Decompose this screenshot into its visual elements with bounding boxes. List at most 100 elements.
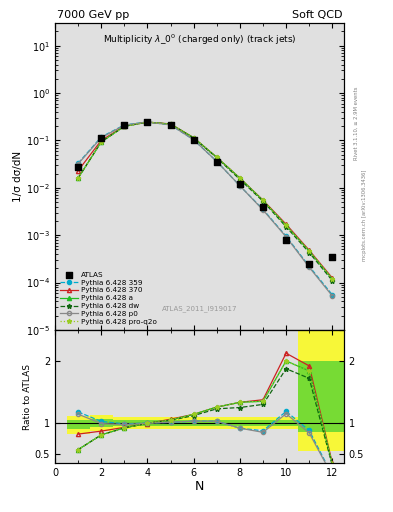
Pythia 6.428 dw <box>284 224 288 230</box>
Pythia 6.428 a <box>307 248 312 254</box>
Pythia 6.428 p0 <box>237 183 242 189</box>
Line: Pythia 6.428 p0: Pythia 6.428 p0 <box>76 120 334 298</box>
Pythia 6.428 dw <box>191 135 196 141</box>
Pythia 6.428 pro-q2o <box>122 123 127 130</box>
Pythia 6.428 359 <box>76 160 81 166</box>
Pythia 6.428 370 <box>215 154 219 160</box>
Pythia 6.428 359 <box>307 263 312 269</box>
Pythia 6.428 359 <box>284 233 288 239</box>
Pythia 6.428 370 <box>330 275 335 281</box>
ATLAS <box>167 121 174 129</box>
Pythia 6.428 dw <box>122 123 127 130</box>
Y-axis label: Ratio to ATLAS: Ratio to ATLAS <box>23 364 32 430</box>
Pythia 6.428 359 <box>122 122 127 128</box>
X-axis label: N: N <box>195 480 204 493</box>
Pythia 6.428 370 <box>237 175 242 181</box>
Line: Pythia 6.428 370: Pythia 6.428 370 <box>76 120 334 280</box>
Pythia 6.428 370 <box>76 167 81 174</box>
Pythia 6.428 dw <box>261 198 265 204</box>
Pythia 6.428 a <box>191 135 196 141</box>
Pythia 6.428 370 <box>122 123 127 129</box>
Pythia 6.428 359 <box>168 122 173 128</box>
Pythia 6.428 359 <box>330 292 335 298</box>
Pythia 6.428 a <box>122 123 127 130</box>
Legend: ATLAS, Pythia 6.428 359, Pythia 6.428 370, Pythia 6.428 a, Pythia 6.428 dw, Pyth: ATLAS, Pythia 6.428 359, Pythia 6.428 37… <box>59 270 158 326</box>
Pythia 6.428 dw <box>145 119 150 125</box>
ATLAS <box>75 162 81 170</box>
Pythia 6.428 a <box>168 121 173 127</box>
Pythia 6.428 359 <box>191 137 196 143</box>
Pythia 6.428 a <box>215 154 219 160</box>
Pythia 6.428 dw <box>99 139 104 145</box>
ATLAS <box>260 203 266 211</box>
Pythia 6.428 370 <box>99 137 104 143</box>
Pythia 6.428 dw <box>168 121 173 127</box>
ATLAS <box>283 236 289 244</box>
Pythia 6.428 370 <box>145 119 150 125</box>
Pythia 6.428 pro-q2o <box>99 139 104 145</box>
Line: Pythia 6.428 359: Pythia 6.428 359 <box>76 120 334 297</box>
Pythia 6.428 p0 <box>191 137 196 143</box>
Pythia 6.428 dw <box>215 155 219 161</box>
Pythia 6.428 370 <box>284 221 288 227</box>
Pythia 6.428 a <box>99 139 104 145</box>
Pythia 6.428 370 <box>191 135 196 141</box>
Line: Pythia 6.428 a: Pythia 6.428 a <box>76 120 334 281</box>
Pythia 6.428 dw <box>237 176 242 182</box>
Pythia 6.428 370 <box>307 247 312 253</box>
Pythia 6.428 a <box>237 175 242 181</box>
Text: Soft QCD: Soft QCD <box>292 10 343 20</box>
Pythia 6.428 p0 <box>284 234 288 240</box>
Pythia 6.428 pro-q2o <box>76 175 81 181</box>
Pythia 6.428 359 <box>215 158 219 164</box>
ATLAS <box>237 180 243 188</box>
Pythia 6.428 pro-q2o <box>168 121 173 127</box>
ATLAS <box>191 136 197 144</box>
Pythia 6.428 p0 <box>261 207 265 213</box>
Text: Multiplicity $\lambda\_0^0$ (charged only) (track jets): Multiplicity $\lambda\_0^0$ (charged onl… <box>103 32 296 47</box>
Text: 7000 GeV pp: 7000 GeV pp <box>57 10 129 20</box>
Pythia 6.428 370 <box>168 121 173 127</box>
Pythia 6.428 p0 <box>122 122 127 128</box>
Pythia 6.428 p0 <box>168 122 173 128</box>
Pythia 6.428 a <box>145 119 150 125</box>
ATLAS <box>98 134 105 142</box>
Pythia 6.428 pro-q2o <box>307 248 312 254</box>
Pythia 6.428 a <box>76 175 81 181</box>
Pythia 6.428 p0 <box>76 161 81 167</box>
Pythia 6.428 a <box>330 276 335 282</box>
Y-axis label: 1/σ dσ/dN: 1/σ dσ/dN <box>13 151 23 202</box>
Pythia 6.428 pro-q2o <box>330 276 335 282</box>
Text: Rivet 3.1.10, ≥ 2.9M events: Rivet 3.1.10, ≥ 2.9M events <box>354 86 359 160</box>
ATLAS <box>121 120 127 129</box>
Pythia 6.428 370 <box>261 197 265 203</box>
Pythia 6.428 dw <box>307 249 312 255</box>
Pythia 6.428 pro-q2o <box>237 175 242 181</box>
Pythia 6.428 pro-q2o <box>191 135 196 141</box>
ATLAS <box>214 158 220 166</box>
Pythia 6.428 pro-q2o <box>261 198 265 204</box>
Pythia 6.428 p0 <box>145 119 150 125</box>
Pythia 6.428 pro-q2o <box>145 119 150 125</box>
Pythia 6.428 p0 <box>99 135 104 141</box>
Line: Pythia 6.428 dw: Pythia 6.428 dw <box>76 120 335 283</box>
ATLAS <box>306 260 312 268</box>
Pythia 6.428 p0 <box>215 158 219 164</box>
ATLAS <box>144 118 151 126</box>
ATLAS <box>329 253 336 261</box>
Pythia 6.428 359 <box>261 206 265 212</box>
Pythia 6.428 p0 <box>330 293 335 299</box>
Pythia 6.428 359 <box>145 119 150 125</box>
Text: mcplots.cern.ch [arXiv:1306.3436]: mcplots.cern.ch [arXiv:1306.3436] <box>362 169 367 261</box>
Pythia 6.428 dw <box>330 278 335 284</box>
Line: Pythia 6.428 pro-q2o: Pythia 6.428 pro-q2o <box>76 120 335 281</box>
Pythia 6.428 pro-q2o <box>215 154 219 160</box>
Pythia 6.428 dw <box>76 175 81 181</box>
Pythia 6.428 359 <box>99 134 104 140</box>
Pythia 6.428 359 <box>237 183 242 189</box>
Pythia 6.428 pro-q2o <box>284 222 288 228</box>
Pythia 6.428 a <box>261 198 265 204</box>
Pythia 6.428 a <box>284 222 288 228</box>
Text: ATLAS_2011_I919017: ATLAS_2011_I919017 <box>162 305 237 311</box>
Pythia 6.428 p0 <box>307 264 312 270</box>
